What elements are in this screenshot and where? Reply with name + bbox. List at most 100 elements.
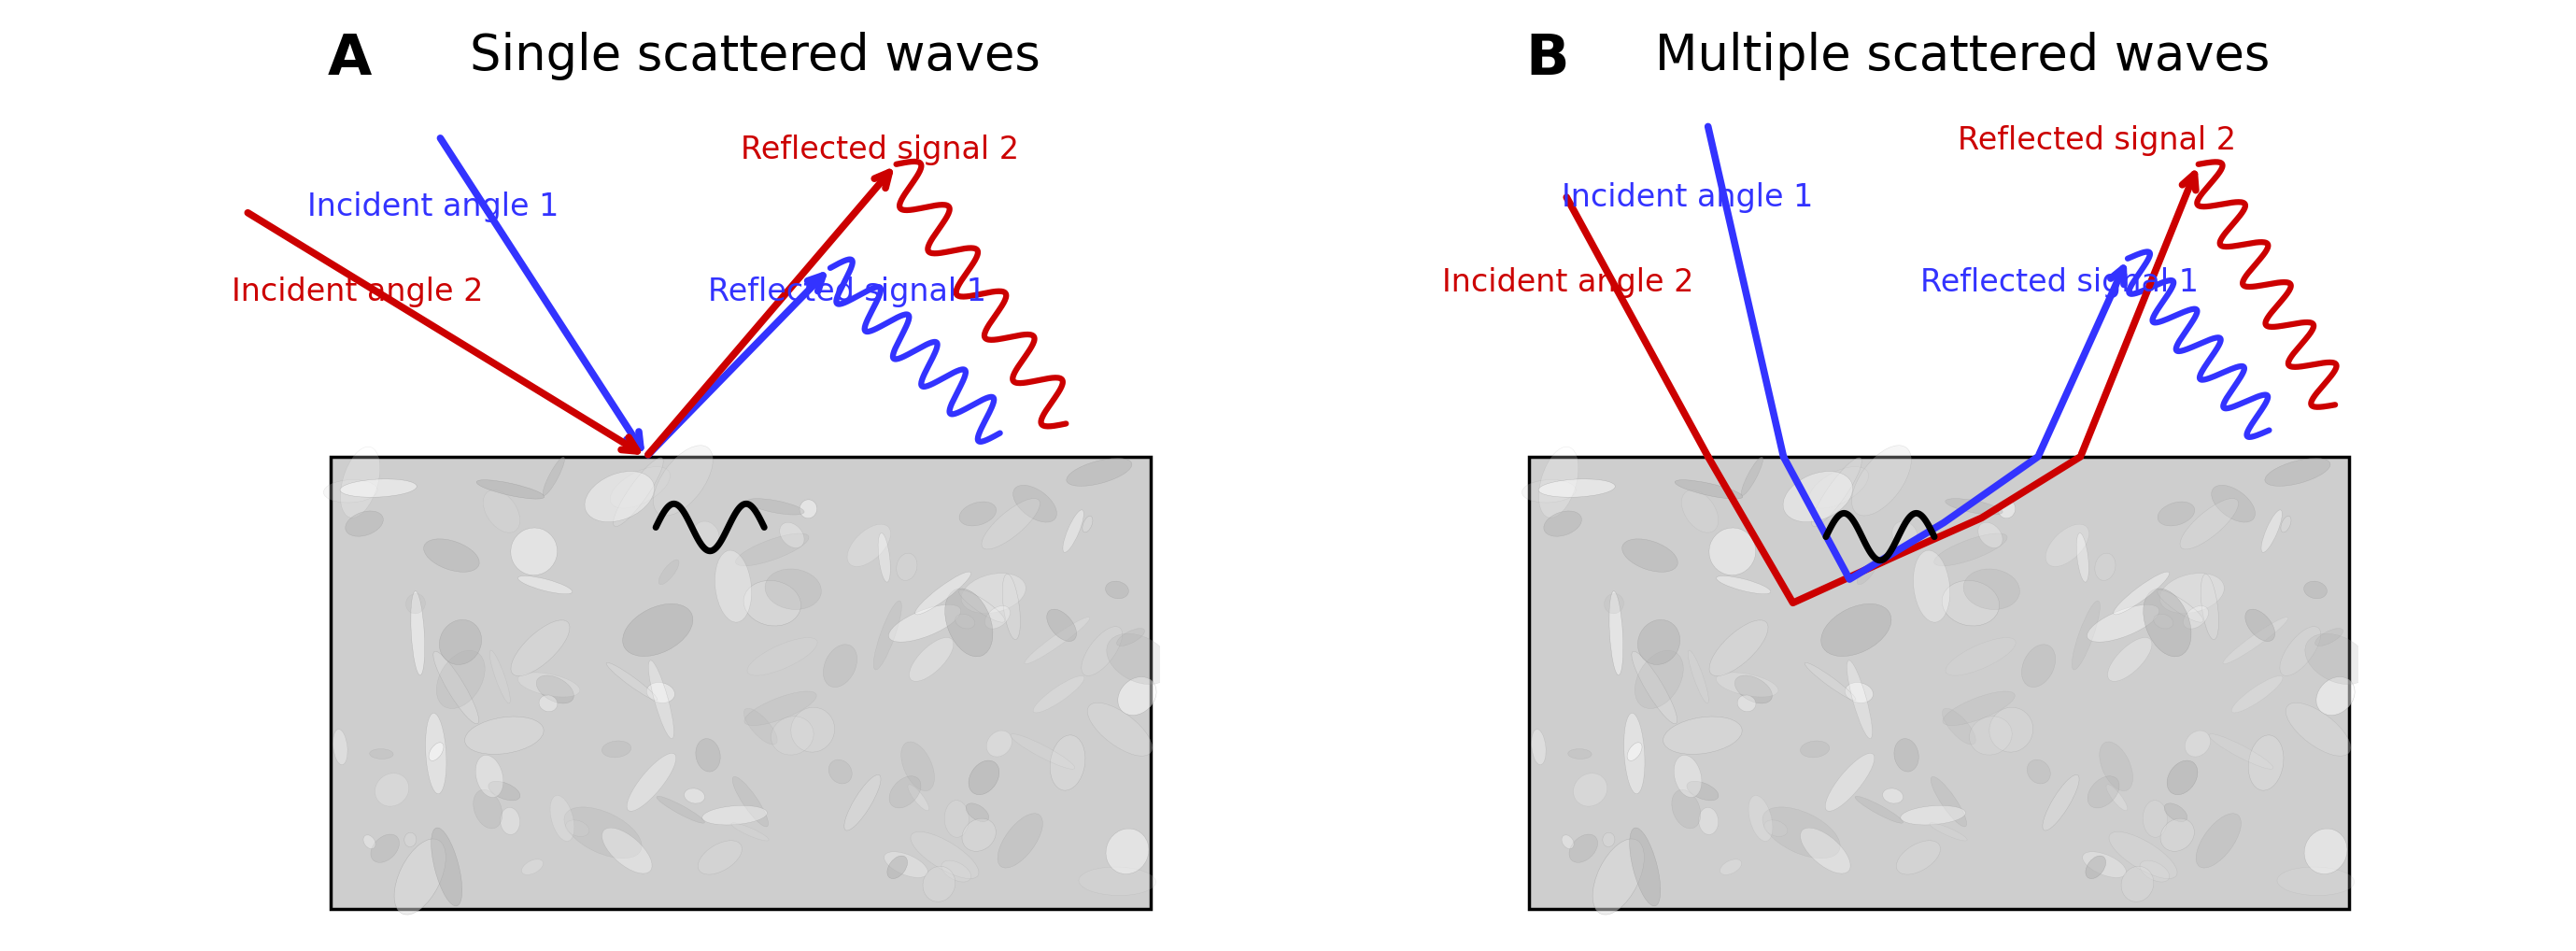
Ellipse shape <box>1855 796 1904 824</box>
Ellipse shape <box>1945 498 2002 514</box>
Text: B: B <box>1525 32 1569 87</box>
Ellipse shape <box>340 447 381 517</box>
Ellipse shape <box>2112 572 2169 614</box>
Ellipse shape <box>626 753 675 811</box>
Ellipse shape <box>371 834 399 863</box>
Ellipse shape <box>2110 832 2177 879</box>
Ellipse shape <box>2184 606 2208 629</box>
Ellipse shape <box>969 761 999 795</box>
Ellipse shape <box>464 716 544 754</box>
Ellipse shape <box>430 827 461 906</box>
Ellipse shape <box>737 534 809 566</box>
Ellipse shape <box>716 551 752 622</box>
Ellipse shape <box>2184 730 2210 757</box>
Ellipse shape <box>997 813 1043 868</box>
Ellipse shape <box>2045 524 2089 567</box>
Ellipse shape <box>1687 781 1718 801</box>
Ellipse shape <box>958 502 997 526</box>
Ellipse shape <box>1082 516 1092 533</box>
Text: Reflected signal 2: Reflected signal 2 <box>1958 126 2236 156</box>
Ellipse shape <box>845 775 881 830</box>
Ellipse shape <box>698 841 742 874</box>
Ellipse shape <box>878 533 891 582</box>
Ellipse shape <box>1105 828 1149 874</box>
Ellipse shape <box>2303 581 2326 598</box>
Ellipse shape <box>536 675 574 704</box>
Ellipse shape <box>902 742 935 791</box>
Ellipse shape <box>2120 866 2154 902</box>
Ellipse shape <box>325 479 379 503</box>
Ellipse shape <box>659 560 680 585</box>
Ellipse shape <box>2159 502 2195 526</box>
Ellipse shape <box>394 839 446 915</box>
Ellipse shape <box>1674 755 1703 797</box>
Ellipse shape <box>886 856 907 879</box>
Ellipse shape <box>523 860 544 875</box>
Ellipse shape <box>2164 804 2187 822</box>
Ellipse shape <box>966 804 989 822</box>
Text: Single scattered waves: Single scattered waves <box>469 32 1041 81</box>
Ellipse shape <box>611 467 670 508</box>
Ellipse shape <box>693 521 719 548</box>
Ellipse shape <box>765 569 822 610</box>
Text: Reflected signal 2: Reflected signal 2 <box>742 135 1020 165</box>
Ellipse shape <box>1105 581 1128 598</box>
Ellipse shape <box>1623 713 1646 794</box>
Text: Incident angle 1: Incident angle 1 <box>307 191 559 223</box>
Ellipse shape <box>1610 592 1623 675</box>
Ellipse shape <box>1574 773 1607 806</box>
Ellipse shape <box>603 741 631 757</box>
Ellipse shape <box>1079 867 1157 896</box>
Ellipse shape <box>1821 604 1891 656</box>
Ellipse shape <box>1623 539 1677 572</box>
Ellipse shape <box>1901 805 1965 825</box>
Ellipse shape <box>889 776 920 808</box>
Ellipse shape <box>1808 467 1868 508</box>
Ellipse shape <box>2071 601 2099 670</box>
Ellipse shape <box>961 573 1025 613</box>
Ellipse shape <box>613 457 665 527</box>
Ellipse shape <box>2179 498 2239 550</box>
Ellipse shape <box>732 777 768 826</box>
Ellipse shape <box>474 789 502 828</box>
Ellipse shape <box>489 781 520 801</box>
Ellipse shape <box>623 604 693 656</box>
Ellipse shape <box>2043 775 2079 830</box>
Ellipse shape <box>1896 841 1940 874</box>
Bar <box>330 456 1151 909</box>
Ellipse shape <box>1115 629 1144 646</box>
Ellipse shape <box>2027 760 2050 784</box>
Ellipse shape <box>1942 691 2014 726</box>
Ellipse shape <box>1682 490 1718 533</box>
Ellipse shape <box>781 522 804 548</box>
Ellipse shape <box>1628 743 1641 761</box>
Ellipse shape <box>2231 676 2282 712</box>
Text: Reflected signal 1: Reflected signal 1 <box>1919 266 2197 298</box>
Ellipse shape <box>1687 650 1708 704</box>
Ellipse shape <box>1762 807 1839 859</box>
Ellipse shape <box>744 691 817 726</box>
Ellipse shape <box>1108 633 1172 685</box>
Ellipse shape <box>605 663 657 701</box>
Ellipse shape <box>909 637 953 681</box>
Ellipse shape <box>1543 511 1582 536</box>
Ellipse shape <box>1118 677 1157 715</box>
Ellipse shape <box>518 672 580 697</box>
Ellipse shape <box>368 748 394 759</box>
Ellipse shape <box>2076 533 2089 582</box>
Ellipse shape <box>1857 560 1878 585</box>
Ellipse shape <box>2159 573 2223 613</box>
Ellipse shape <box>1989 708 2032 752</box>
Ellipse shape <box>1010 734 1074 769</box>
Ellipse shape <box>945 801 969 837</box>
Ellipse shape <box>1716 576 1770 594</box>
Ellipse shape <box>410 592 425 675</box>
Ellipse shape <box>2249 735 2282 790</box>
Ellipse shape <box>1638 620 1680 665</box>
Ellipse shape <box>770 716 814 755</box>
Ellipse shape <box>567 820 590 837</box>
Ellipse shape <box>2107 637 2151 681</box>
Ellipse shape <box>2087 856 2105 879</box>
Ellipse shape <box>1929 823 1968 841</box>
Text: A: A <box>327 32 371 87</box>
